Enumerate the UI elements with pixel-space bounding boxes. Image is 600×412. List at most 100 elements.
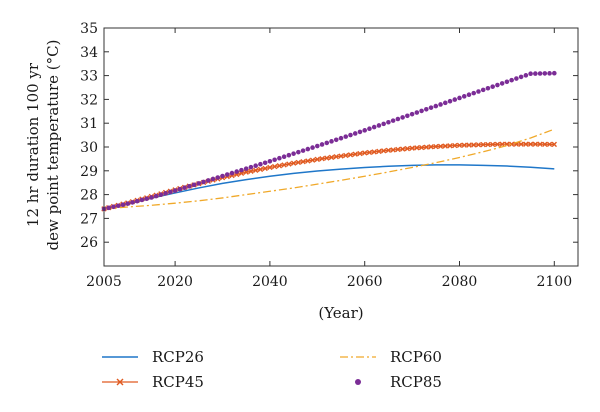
data-point bbox=[438, 102, 443, 107]
data-point bbox=[277, 155, 282, 161]
data-point bbox=[475, 142, 482, 148]
data-point bbox=[267, 158, 273, 164]
data-point bbox=[258, 161, 263, 167]
data-point bbox=[546, 141, 553, 148]
y-tick-label: 35 bbox=[80, 21, 98, 37]
x-tick-label: 2080 bbox=[442, 274, 478, 290]
data-point bbox=[348, 132, 353, 138]
data-point bbox=[319, 142, 325, 147]
legend-marker bbox=[355, 379, 361, 385]
data-point bbox=[262, 160, 268, 166]
series-line bbox=[103, 164, 555, 210]
data-point bbox=[433, 143, 439, 150]
data-point bbox=[495, 82, 500, 88]
data-point bbox=[466, 142, 472, 148]
data-point bbox=[253, 163, 258, 169]
legend: RCP26 RCP45 RCP60 RCP85 bbox=[102, 348, 442, 391]
data-point bbox=[409, 145, 415, 151]
data-point bbox=[442, 100, 448, 106]
x-tick-label: 2060 bbox=[347, 274, 383, 290]
data-point bbox=[115, 203, 121, 209]
data-point bbox=[409, 111, 415, 117]
data-point bbox=[547, 71, 552, 76]
data-point bbox=[452, 97, 458, 102]
data-point bbox=[418, 144, 425, 151]
plot-area bbox=[101, 70, 557, 212]
data-point bbox=[385, 147, 392, 154]
y-tick-label: 31 bbox=[80, 116, 98, 132]
data-point bbox=[461, 142, 467, 148]
series-rcp26 bbox=[103, 164, 555, 210]
data-point bbox=[305, 146, 311, 152]
y-axis-title: 12 hr duration 100 yr dew point temperat… bbox=[24, 40, 62, 251]
data-point bbox=[220, 173, 225, 179]
data-point bbox=[319, 156, 325, 162]
data-point bbox=[347, 152, 354, 158]
data-point bbox=[338, 135, 344, 141]
data-point bbox=[442, 143, 448, 149]
data-point bbox=[153, 193, 159, 199]
data-point bbox=[485, 141, 491, 148]
data-point bbox=[499, 141, 505, 147]
data-point bbox=[106, 205, 112, 211]
data-point bbox=[324, 140, 330, 146]
data-point bbox=[168, 189, 173, 195]
data-point bbox=[405, 113, 410, 119]
series-line bbox=[103, 143, 555, 210]
data-point bbox=[252, 167, 259, 174]
data-point bbox=[461, 94, 467, 99]
x-tick-label: 2100 bbox=[536, 274, 572, 290]
data-point bbox=[466, 92, 472, 98]
data-point bbox=[527, 141, 534, 147]
data-point bbox=[376, 123, 382, 128]
data-point bbox=[139, 197, 145, 203]
data-point bbox=[362, 128, 368, 133]
data-point bbox=[551, 141, 557, 148]
data-point bbox=[386, 119, 391, 125]
data-point bbox=[471, 142, 477, 148]
data-point bbox=[380, 148, 387, 154]
y-axis-title-line-1: 12 hr duration 100 yr bbox=[24, 62, 42, 227]
data-point bbox=[314, 156, 320, 163]
y-tick-label: 32 bbox=[80, 92, 98, 108]
legend-label: RCP85 bbox=[390, 373, 442, 391]
data-point bbox=[428, 105, 434, 110]
data-point bbox=[144, 196, 149, 201]
data-point bbox=[333, 154, 339, 160]
legend-marker bbox=[116, 378, 124, 386]
data-point bbox=[205, 178, 211, 183]
data-point bbox=[111, 204, 116, 210]
data-point bbox=[476, 89, 481, 94]
data-point bbox=[248, 164, 254, 170]
data-point bbox=[428, 144, 434, 150]
data-point bbox=[239, 167, 244, 173]
data-point bbox=[490, 84, 495, 89]
data-point bbox=[201, 179, 206, 185]
data-point bbox=[300, 158, 306, 165]
legend-label: RCP26 bbox=[152, 348, 204, 366]
data-point bbox=[210, 176, 216, 182]
data-point bbox=[523, 73, 529, 78]
data-point bbox=[125, 201, 130, 206]
y-tick-label: 30 bbox=[80, 140, 98, 156]
data-point bbox=[376, 148, 382, 155]
data-point bbox=[523, 141, 529, 147]
data-point bbox=[514, 76, 519, 81]
data-point bbox=[508, 141, 515, 147]
axes: 2005 2020 2040 2060 2080 2100 26 27 28 29 30 31 32 33… bbox=[80, 21, 579, 290]
data-point bbox=[343, 152, 349, 159]
data-point bbox=[433, 103, 439, 109]
data-point bbox=[310, 145, 315, 150]
data-point bbox=[367, 126, 372, 132]
legend-item-rcp26: RCP26 bbox=[102, 348, 204, 366]
data-point bbox=[404, 145, 411, 152]
y-tick-label: 33 bbox=[80, 69, 98, 85]
data-point bbox=[215, 175, 221, 180]
data-point bbox=[362, 150, 368, 156]
data-point bbox=[371, 124, 377, 130]
data-point bbox=[357, 129, 363, 135]
data-point bbox=[499, 81, 505, 86]
data-point bbox=[371, 149, 377, 155]
data-point bbox=[329, 139, 334, 144]
